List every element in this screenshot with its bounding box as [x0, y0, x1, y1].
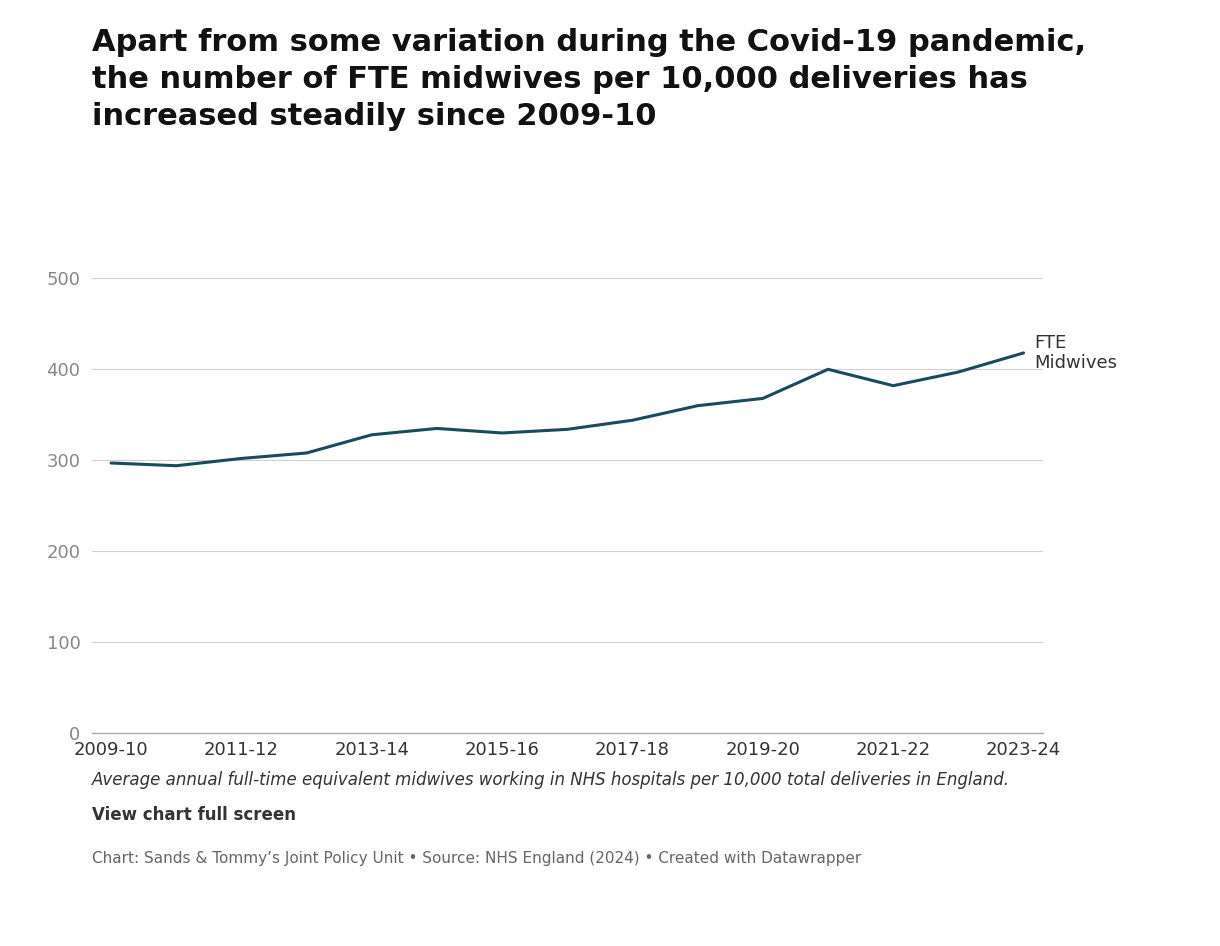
Text: Average annual full-time equivalent midwives working in NHS hospitals per 10,000: Average annual full-time equivalent midw… — [92, 771, 1009, 789]
Text: Apart from some variation during the Covid-19 pandemic,
the number of FTE midwiv: Apart from some variation during the Cov… — [92, 28, 1086, 131]
Text: Chart: Sands & Tommy’s Joint Policy Unit • Source: NHS England (2024) • Created : Chart: Sands & Tommy’s Joint Policy Unit… — [92, 851, 861, 867]
Text: View chart full screen: View chart full screen — [92, 806, 295, 824]
Text: FTE
Midwives: FTE Midwives — [1035, 334, 1118, 373]
